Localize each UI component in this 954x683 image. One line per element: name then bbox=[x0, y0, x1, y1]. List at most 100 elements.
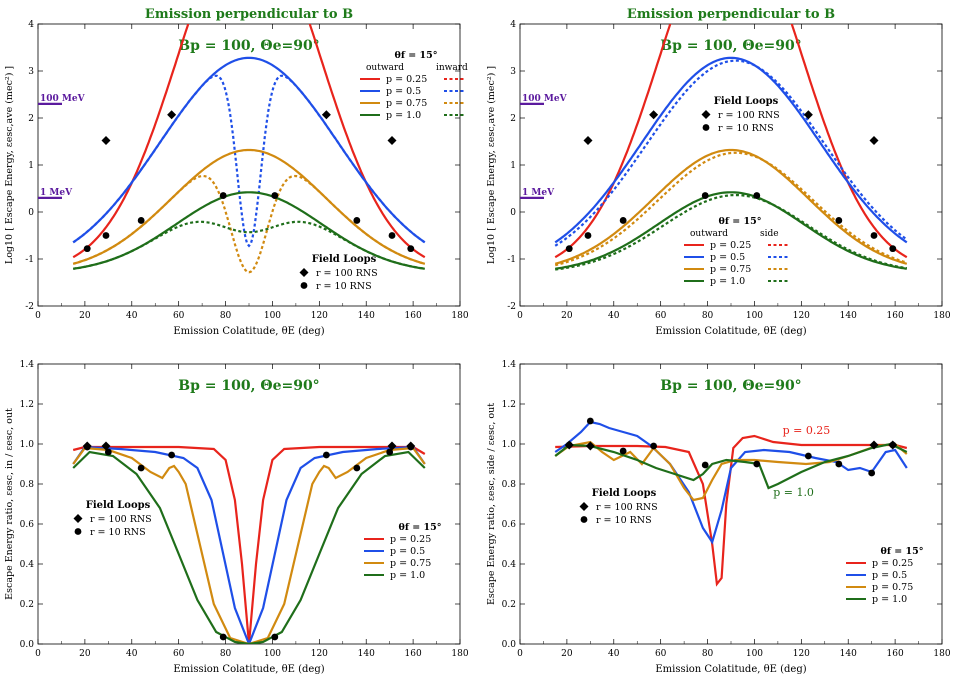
x-axis-label: Emission Colatitude, θE (deg) bbox=[655, 326, 806, 337]
loop-marker-r100 bbox=[803, 110, 813, 120]
y-axis-label: Log10 [ Escape Energy, εesc,ave (mec²) ] bbox=[486, 66, 497, 264]
reference-label: 1 MeV bbox=[40, 188, 73, 198]
loops-legend-entry: r = 100 RNS bbox=[316, 268, 378, 279]
legend-entry: p = 0.5 bbox=[872, 570, 907, 581]
loops-legend-entry: r = 100 RNS bbox=[90, 514, 152, 525]
loop-marker-r10 bbox=[388, 232, 396, 239]
loops-legend-title: Field Loops bbox=[312, 254, 377, 265]
loops-legend-entry: r = 10 RNS bbox=[718, 123, 774, 134]
x-tick-label: 80 bbox=[702, 649, 714, 659]
x-tick-label: 40 bbox=[126, 311, 138, 321]
loops-legend-entry: r = 10 RNS bbox=[316, 281, 372, 292]
loops-legend-diamond bbox=[579, 502, 589, 511]
y-tick-label: 0 bbox=[510, 208, 516, 218]
x-tick-label: 20 bbox=[561, 311, 573, 321]
legend-col-label: side bbox=[760, 229, 779, 239]
series-line-p-1-0 bbox=[554, 442, 908, 490]
x-tick-label: 180 bbox=[933, 649, 950, 659]
series-line-p-0-75 bbox=[554, 148, 908, 265]
chart-panel-2: 0 20 40 60 80 100 120 140 160 180 -2 -1 0 1 2 3 4 Emissio… bbox=[486, 7, 951, 337]
y-tick-label: 3 bbox=[28, 67, 34, 77]
loop-marker-r10 bbox=[353, 217, 361, 224]
loop-marker-r100 bbox=[649, 110, 659, 120]
loops-legend-entry: r = 100 RNS bbox=[718, 110, 780, 121]
loop-marker-r100 bbox=[387, 441, 397, 451]
loop-marker-r10 bbox=[701, 192, 709, 199]
loop-marker-r10 bbox=[271, 192, 279, 199]
series-line-p-0-5 bbox=[554, 59, 908, 247]
legend-entry: p = 0.25 bbox=[390, 534, 431, 545]
loops-legend-circle bbox=[74, 528, 82, 535]
y-tick-label: 0.4 bbox=[20, 560, 35, 570]
x-tick-label: 40 bbox=[608, 311, 620, 321]
loop-marker-r100 bbox=[869, 440, 879, 450]
legend-col-label: inward bbox=[436, 63, 468, 73]
y-tick-label: 0.4 bbox=[502, 560, 517, 570]
x-tick-label: 140 bbox=[840, 649, 857, 659]
legend-header: θf = 15° bbox=[881, 546, 924, 557]
y-tick-label: -2 bbox=[25, 302, 34, 312]
loop-marker-r10 bbox=[219, 192, 227, 199]
loops-legend-title: Field Loops bbox=[714, 96, 779, 107]
loop-marker-r10 bbox=[889, 441, 897, 449]
chart-subtitle: Bp = 100, Θe=90° bbox=[660, 378, 801, 394]
legend-entry: p = 0.25 bbox=[872, 558, 913, 569]
y-axis-label: Log10 [ Escape Energy, εesc,ave (mec²) ] bbox=[4, 66, 15, 264]
y-tick-label: 0.0 bbox=[502, 640, 517, 650]
y-tick-label: 0.2 bbox=[20, 600, 34, 610]
x-tick-label: 140 bbox=[358, 311, 375, 321]
loop-marker-r10 bbox=[219, 633, 227, 641]
series-annotation: p = 1.0 bbox=[773, 486, 814, 499]
loop-marker-r10 bbox=[870, 232, 878, 239]
loop-marker-r10 bbox=[104, 448, 112, 456]
loop-marker-r10 bbox=[868, 469, 876, 477]
series-line-p-0-75 bbox=[72, 174, 426, 274]
x-tick-label: 40 bbox=[608, 649, 620, 659]
x-axis-label: Emission Colatitude, θE (deg) bbox=[173, 664, 324, 675]
x-tick-label: 160 bbox=[887, 311, 904, 321]
reference-label: 1 MeV bbox=[522, 188, 555, 198]
loop-marker-r100 bbox=[583, 136, 593, 146]
y-tick-label: 0.6 bbox=[20, 520, 35, 530]
series-line-p-0-25 bbox=[555, 434, 908, 587]
y-tick-label: 3 bbox=[510, 67, 516, 77]
loop-marker-r10 bbox=[102, 232, 110, 239]
y-tick-label: 1.0 bbox=[502, 440, 517, 450]
x-tick-label: 100 bbox=[264, 311, 281, 321]
x-tick-label: 120 bbox=[793, 649, 810, 659]
loop-marker-r10 bbox=[137, 217, 145, 224]
x-tick-label: 40 bbox=[126, 649, 138, 659]
reference-label: 100 MeV bbox=[40, 94, 86, 104]
x-axis-label: Emission Colatitude, θE (deg) bbox=[655, 664, 806, 675]
loop-marker-r10 bbox=[619, 447, 627, 455]
legend-entry: p = 0.75 bbox=[386, 98, 427, 109]
x-tick-label: 100 bbox=[746, 311, 763, 321]
y-tick-label: 1 bbox=[28, 161, 34, 171]
x-tick-label: 100 bbox=[264, 649, 281, 659]
series-line-p-0-75 bbox=[72, 446, 426, 644]
y-tick-label: 4 bbox=[510, 20, 516, 30]
legend-entry: p = 0.25 bbox=[386, 74, 427, 85]
y-tick-label: 1.4 bbox=[502, 360, 517, 370]
loop-marker-r10 bbox=[407, 443, 415, 451]
y-tick-label: 1 bbox=[510, 161, 516, 171]
y-tick-label: 1.4 bbox=[20, 360, 35, 370]
loop-marker-r10 bbox=[137, 464, 145, 472]
x-tick-label: 60 bbox=[173, 311, 185, 321]
series-group bbox=[554, 24, 908, 271]
loop-marker-r10 bbox=[835, 460, 843, 468]
loop-marker-r10 bbox=[386, 448, 394, 456]
x-tick-label: 0 bbox=[517, 649, 523, 659]
x-tick-label: 20 bbox=[79, 649, 91, 659]
x-tick-label: 160 bbox=[405, 649, 422, 659]
chart-panel-4: 0 20 40 60 80 100 120 140 160 180 0.0 0.2 0.4 0.6 0.8 1… bbox=[486, 360, 951, 675]
legend-entry: p = 0.5 bbox=[710, 252, 745, 263]
y-tick-label: 0.8 bbox=[20, 480, 35, 490]
loop-marker-r10 bbox=[586, 417, 594, 425]
x-tick-label: 80 bbox=[220, 311, 232, 321]
loop-marker-r100 bbox=[387, 136, 397, 146]
legend-col-label: outward bbox=[366, 63, 404, 73]
loops-legend-diamond bbox=[701, 110, 711, 119]
loops-legend-circle bbox=[580, 516, 588, 523]
